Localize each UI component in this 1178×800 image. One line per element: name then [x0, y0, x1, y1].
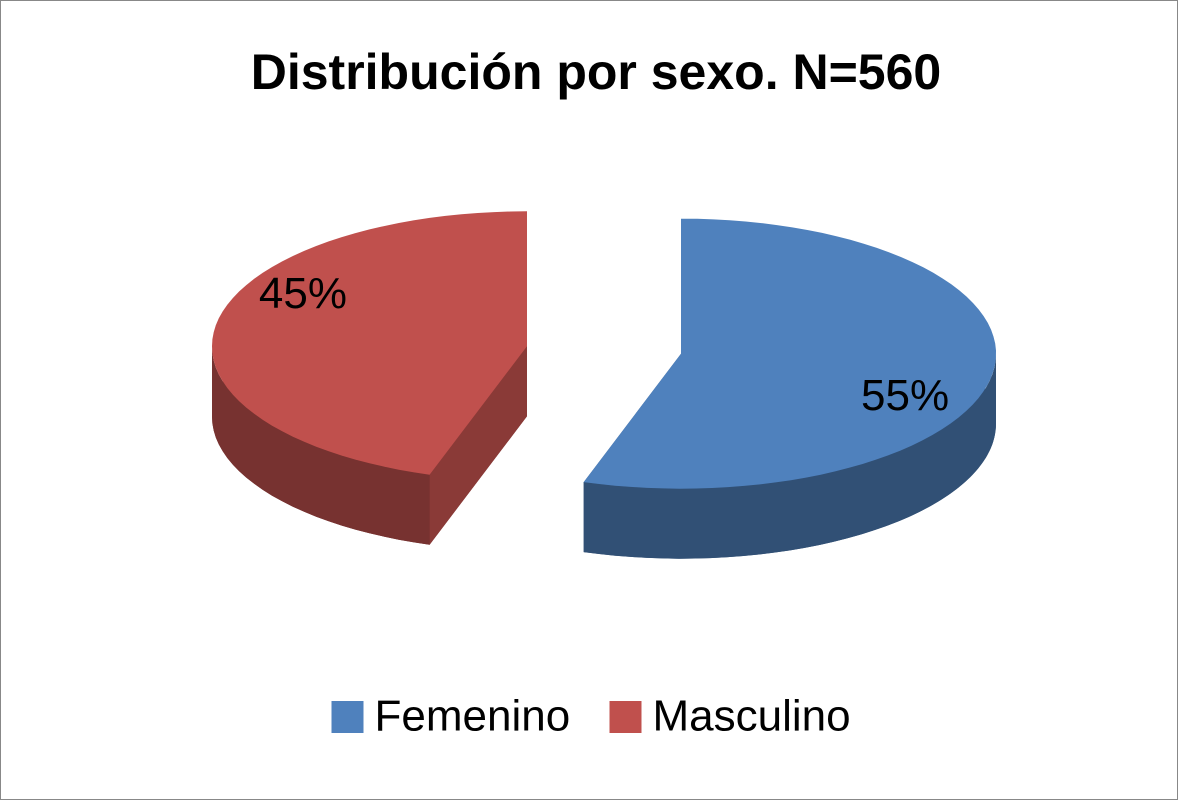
slice-top	[583, 218, 996, 489]
legend-swatch	[609, 701, 642, 733]
pie-slice	[583, 218, 996, 559]
slice-top	[212, 211, 527, 475]
slice-side	[212, 346, 430, 545]
data-label: 45%	[259, 269, 347, 318]
slice-side	[583, 353, 996, 559]
legend-label: Femenino	[375, 692, 571, 741]
legend-swatch	[331, 701, 364, 733]
legend-label: Masculino	[653, 692, 851, 741]
pie-slice	[212, 211, 527, 545]
data-label: 55%	[861, 371, 949, 420]
slice-cut-face	[429, 346, 527, 545]
chart-title: Distribución por sexo. N=560	[251, 44, 941, 100]
